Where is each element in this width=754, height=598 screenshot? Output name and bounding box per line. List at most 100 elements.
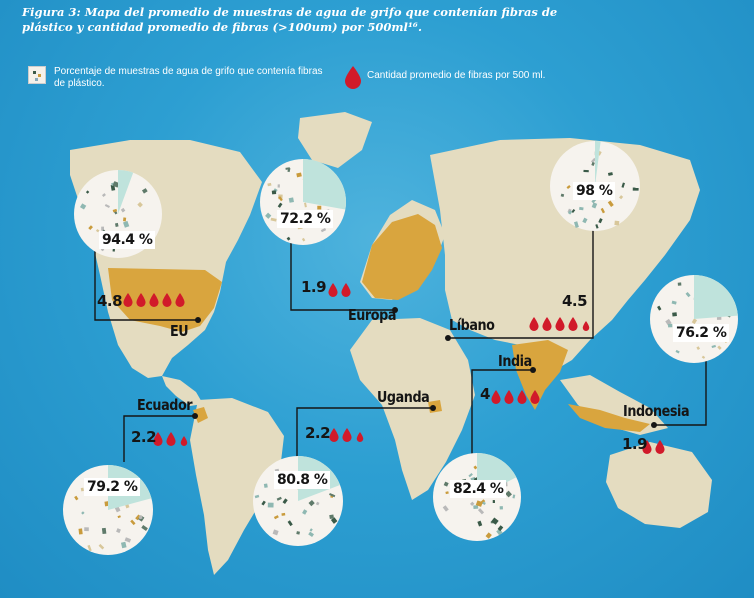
pie-speckle <box>497 525 504 532</box>
pie-speckle <box>278 196 283 202</box>
pie-speckle <box>591 202 598 209</box>
pie-speckle <box>101 527 107 535</box>
pie-speckle <box>672 312 677 317</box>
pie-speckle <box>112 181 120 188</box>
drop-icon-eu <box>175 293 185 308</box>
pie-speckle <box>302 509 308 515</box>
legend-fibers-label: Cantidad promedio de fibras por 500 ml. <box>367 70 546 81</box>
pie-speckle <box>632 187 639 191</box>
pie-speckle <box>591 161 595 166</box>
line-ecuador <box>123 415 195 462</box>
drop-icon-ecuador <box>166 432 176 447</box>
pie-speckle <box>288 197 294 203</box>
pie-speckle <box>470 501 475 506</box>
fibers-eu: 4.8 <box>97 292 123 310</box>
pie-europa <box>260 159 346 245</box>
land-australia <box>606 442 712 528</box>
pie-speckle <box>254 494 260 499</box>
pie-speckle <box>287 520 293 527</box>
drop-icon-eu <box>149 293 159 308</box>
pie-speckle <box>619 195 624 200</box>
percent-uganda: 80.8 % <box>274 471 331 489</box>
pie-india <box>433 452 521 541</box>
pie-speckle <box>79 203 87 210</box>
land-southeast-asia <box>560 375 668 435</box>
pie-speckle <box>141 524 148 531</box>
label-ecuador: Ecuador <box>137 396 193 414</box>
pie-speckle <box>265 212 272 219</box>
pie-speckle <box>116 528 121 534</box>
pie-speckle <box>267 502 274 508</box>
drop-icon-libano <box>555 317 565 331</box>
pie-speckle <box>267 182 272 187</box>
pie-slice-eu <box>118 170 134 214</box>
pie-speckle <box>598 218 603 224</box>
pie-speckle <box>317 205 322 210</box>
drop-icon-india <box>491 390 501 404</box>
pie-speckle <box>590 157 597 164</box>
pie-speckle <box>120 207 126 213</box>
dot-eu <box>195 317 201 323</box>
pie-speckle <box>130 519 136 526</box>
pie-speckle <box>499 506 503 510</box>
pie-speckle <box>671 300 677 305</box>
fibers-uganda: 2.2 <box>305 424 331 442</box>
highlight-ecuador <box>193 407 208 423</box>
legend-drop-icon <box>345 66 361 89</box>
pie-speckle <box>277 202 283 208</box>
pie-speckle <box>445 491 449 495</box>
legend-percent-label: Porcentaje de muestras de agua de grifo … <box>54 66 323 89</box>
land-central-america <box>162 376 203 406</box>
dot-ecuador <box>192 413 198 419</box>
drop-icon-europa <box>341 283 351 297</box>
dot-uganda <box>430 405 436 411</box>
drop-icon-eu <box>136 293 146 308</box>
percent-eu: 94.4 % <box>99 231 156 249</box>
dot-indonesia <box>651 422 657 428</box>
pie-speckle <box>117 515 121 519</box>
pie-speckle <box>80 487 84 492</box>
fibers-india: 4 <box>480 385 490 403</box>
dot-libano <box>445 335 451 341</box>
line-libano <box>448 205 594 339</box>
pie-speckle <box>74 495 79 501</box>
pie-speckle <box>621 182 625 188</box>
percent-indonesia: 76.2 % <box>673 324 730 342</box>
pie-speckle <box>114 222 119 228</box>
pie-speckle <box>595 224 599 229</box>
pie-speckle <box>87 544 92 552</box>
pie-speckle <box>473 505 479 509</box>
label-india: India <box>498 352 532 370</box>
line-india <box>471 369 533 478</box>
pie-speckle <box>272 529 279 536</box>
pie-speckle <box>277 184 280 188</box>
drop-icon-libano <box>529 317 539 331</box>
pie-speckle <box>135 514 141 521</box>
land-greenland <box>298 112 372 168</box>
highlight-india <box>512 340 568 410</box>
pie-speckle <box>492 500 495 503</box>
drop-icon-india <box>530 390 540 404</box>
pie-speckle <box>711 344 716 349</box>
pie-speckle <box>607 200 614 207</box>
percent-india: 82.4 % <box>450 480 507 498</box>
pie-speckle <box>485 532 492 539</box>
pie-speckle <box>477 508 485 515</box>
fibers-indonesia: 1.9 <box>622 435 648 453</box>
pie-speckle <box>141 188 148 194</box>
location-dots <box>192 307 657 428</box>
pie-speckle <box>442 505 449 512</box>
dot-india <box>530 367 536 373</box>
pie-speckle <box>482 501 486 505</box>
label-uganda: Uganda <box>377 388 430 406</box>
dot-europa <box>392 307 398 313</box>
drop-icon-india <box>517 390 527 404</box>
pie-speckle <box>282 498 288 504</box>
label-libano: Líbano <box>449 316 495 334</box>
pie-speckle <box>443 481 449 487</box>
pie-speckle <box>477 520 483 527</box>
pie-speckle <box>286 236 291 241</box>
drop-icon-ecuador <box>153 432 163 447</box>
percent-libano: 98 % <box>573 182 616 200</box>
drop-icon-indonesia <box>655 440 665 455</box>
